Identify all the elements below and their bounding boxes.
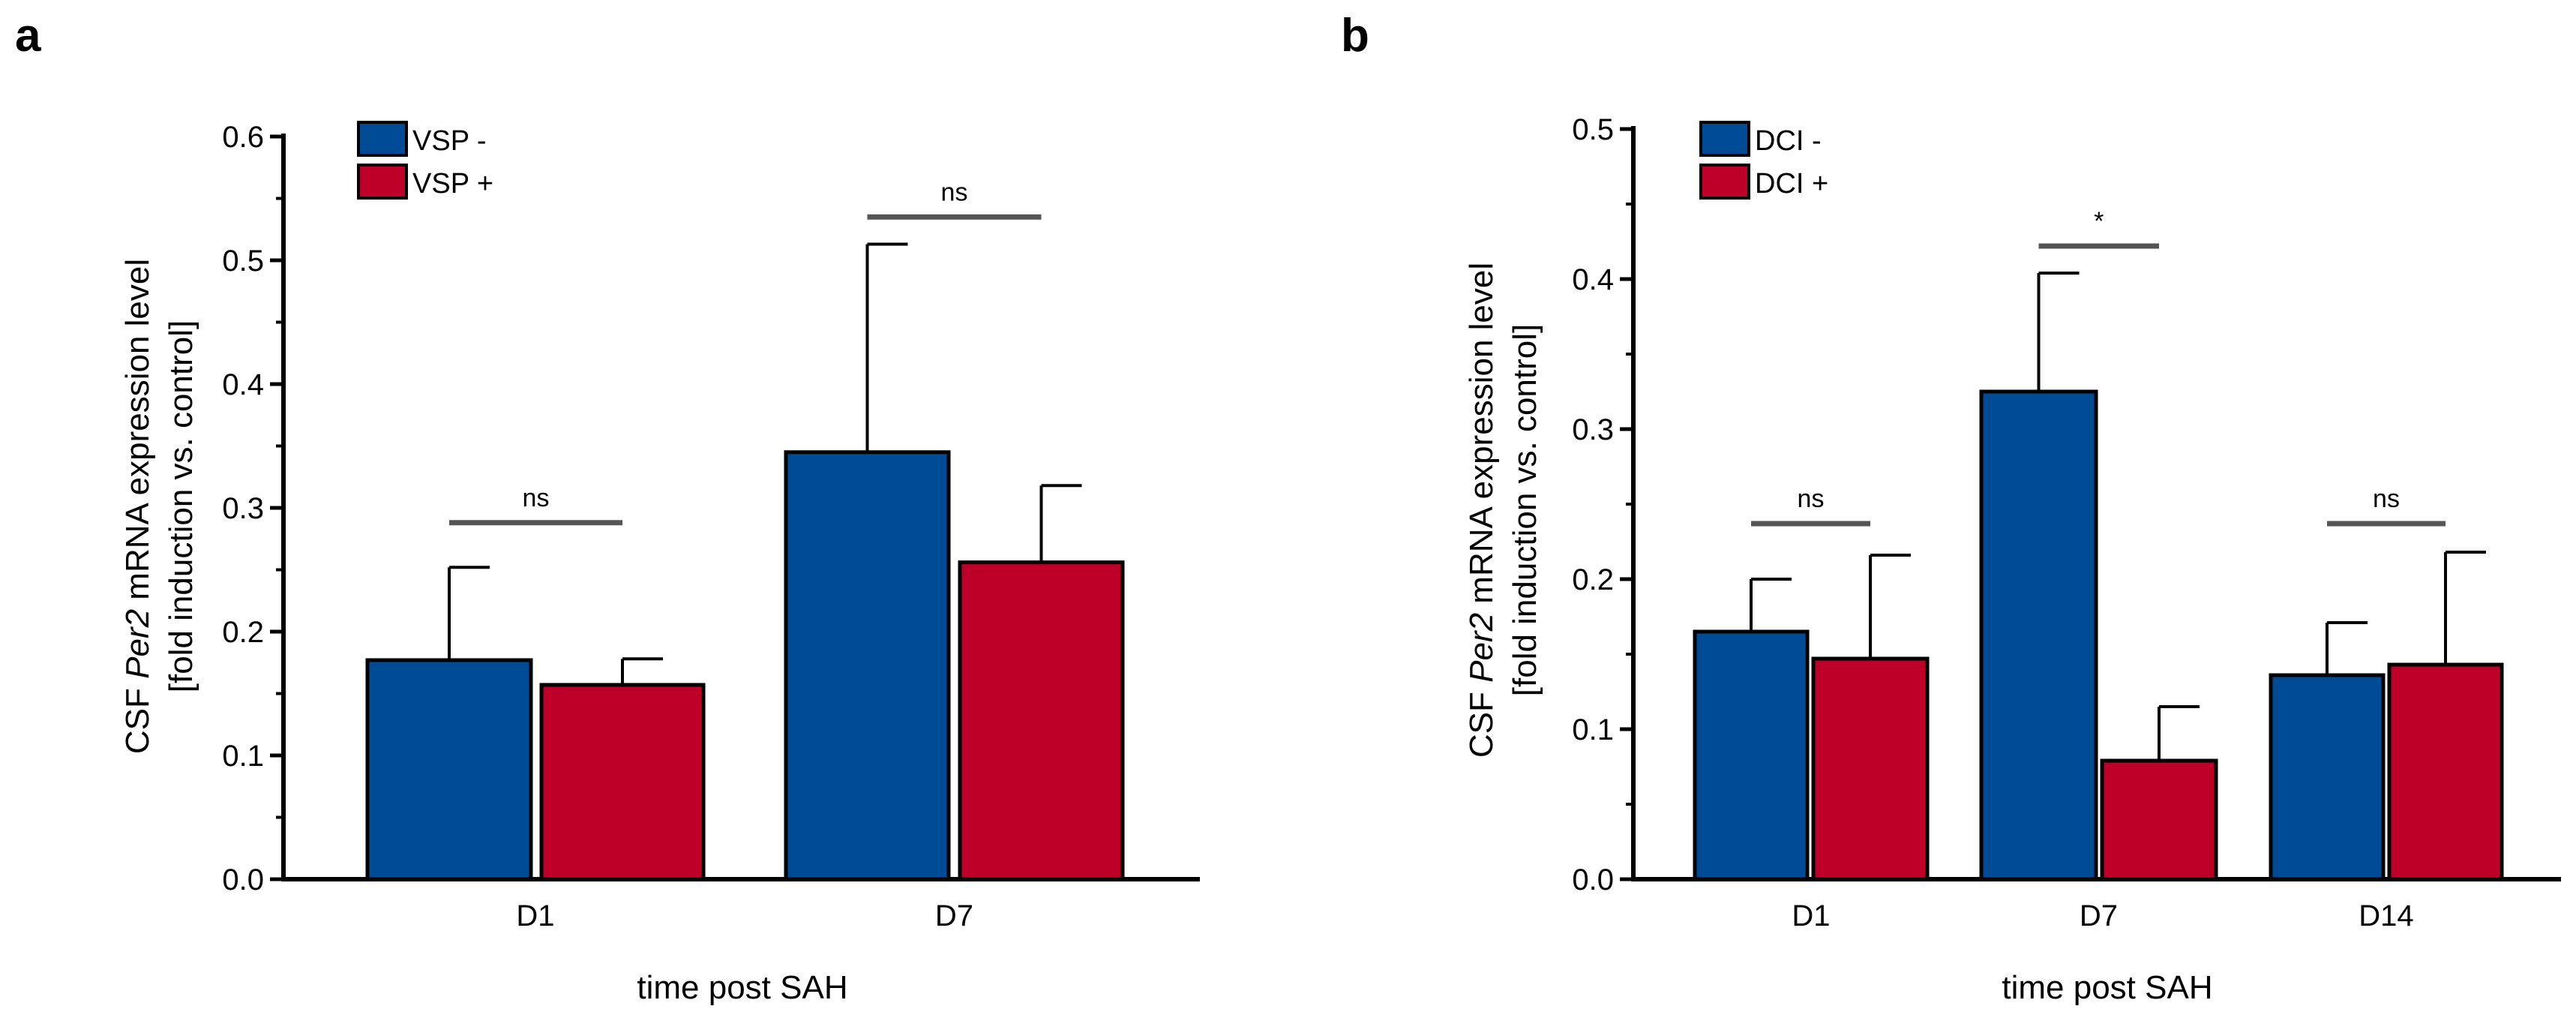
panel-b-y-tick-label: 0.1	[1572, 713, 1614, 746]
panel-b-bar	[2100, 758, 2218, 881]
panel-a-legend-label-vsp-plus: VSP +	[412, 168, 493, 200]
panel-a-y-axis-title: CSF Per2 mRNA expression level	[119, 259, 156, 754]
panel-b-bar	[1693, 629, 1810, 881]
panel-a-y-tick-label: 0.6	[222, 121, 264, 154]
panel-b-chart: b CSF Per2 mRNA expression level [fold i…	[1341, 10, 2561, 1006]
panel-b-x-axis-title: time post SAH	[2002, 969, 2212, 1006]
panel-b-legend-swatch-dci-minus	[1699, 121, 1750, 157]
panel-b-legend-label-dci-minus: DCI -	[1755, 125, 1822, 157]
panel-b-y-tick-label: 0.4	[1572, 263, 1614, 296]
panel-a-x-tick-label: D1	[516, 899, 554, 932]
panel-b-bar	[2387, 662, 2504, 881]
panel-b-y-axis-title: CSF Per2 mRNA expression level	[1463, 263, 1500, 758]
panel-b-bar	[1811, 656, 1930, 881]
panel-b-y-tick-label: 0.0	[1572, 863, 1614, 896]
panel-b-bar	[1979, 389, 2098, 881]
panel-a-x-axis-title: time post SAH	[637, 969, 847, 1006]
panel-a-significance-label: ns	[941, 178, 968, 206]
panel-a-legend-swatch-vsp-minus	[357, 121, 408, 157]
panel-a-bar	[958, 560, 1125, 881]
panel-a-significance-label: ns	[523, 484, 550, 512]
panel-b-significance-label: *	[2094, 207, 2104, 236]
panel-a-y-tick-label: 0.5	[222, 245, 264, 278]
panel-a-y-tick-label: 0.2	[222, 616, 264, 649]
panel-b-x-tick-label: D14	[2359, 899, 2413, 932]
panel-b-y-tick-label: 0.5	[1572, 113, 1614, 146]
panel-b-x-tick-label: D7	[2080, 899, 2118, 932]
panel-b-legend-label-dci-plus: DCI +	[1755, 168, 1828, 200]
panel-a-letter: a	[15, 10, 41, 62]
panel-b-letter: b	[1341, 10, 1369, 62]
panel-a-legend: VSP - VSP +	[357, 121, 493, 200]
panel-a-y-tick-label: 0.1	[222, 740, 264, 773]
panel-b-significance-label: ns	[1798, 485, 1825, 513]
panel-b-legend: DCI - DCI +	[1699, 121, 1828, 200]
panel-a-y-tick-label: 0.4	[222, 368, 264, 401]
panel-a-y-axis-title-line2: [fold induction vs. control]	[163, 320, 199, 692]
panel-a-bar	[365, 658, 533, 881]
panel-b-y-tick-label: 0.2	[1572, 563, 1614, 596]
panel-b-bar	[2269, 673, 2386, 881]
panel-a-chart: a CSF Per2 mRNA expression level [fold i…	[15, 10, 1200, 1006]
panel-b-significance-label: ns	[2373, 485, 2400, 513]
panel-a-legend-label-vsp-minus: VSP -	[412, 125, 487, 157]
panel-a-y-tick-label: 0.3	[222, 492, 264, 525]
panel-a-x-tick-label: D7	[935, 899, 973, 932]
panel-b-x-tick-label: D1	[1792, 899, 1830, 932]
panel-a-bar	[784, 450, 951, 881]
panel-a-legend-swatch-vsp-plus	[357, 164, 408, 200]
panel-b-y-axis-title-line2: [fold induction vs. control]	[1507, 324, 1543, 696]
panel-b-y-tick-label: 0.3	[1572, 413, 1614, 446]
panel-b-legend-swatch-dci-plus	[1699, 164, 1750, 200]
panel-a-y-tick-label: 0.0	[222, 863, 264, 896]
panel-a-bar	[539, 683, 706, 881]
